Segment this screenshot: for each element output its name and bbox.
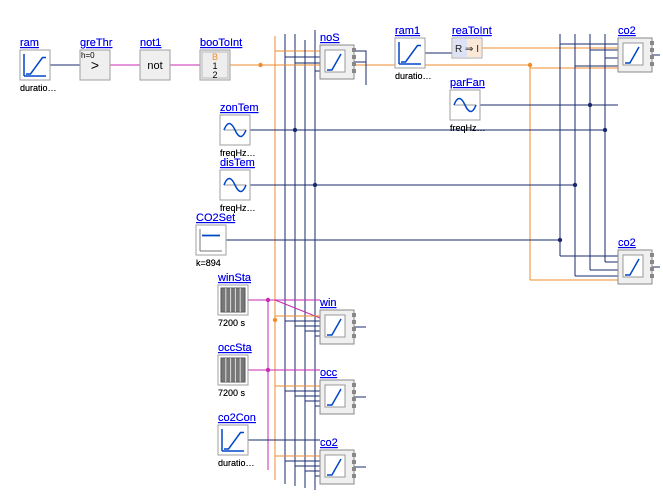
svg-text:parFan: parFan [450, 77, 485, 89]
block-co2Con [218, 425, 248, 455]
svg-text:co2: co2 [618, 25, 636, 37]
svg-text:ram1: ram1 [395, 25, 420, 37]
svg-text:occSta: occSta [218, 342, 253, 354]
svg-text:CO2Set: CO2Set [196, 212, 235, 224]
block-co2 [320, 450, 356, 484]
svg-text:greThr: greThr [80, 37, 113, 49]
svg-text:k=894: k=894 [196, 258, 221, 268]
svg-text:7200 s: 7200 s [218, 318, 246, 328]
svg-text:freqHz…: freqHz… [450, 123, 486, 133]
block-co2_B [618, 250, 654, 284]
block-parFan [450, 90, 480, 120]
block-win [320, 310, 356, 344]
svg-text:co2: co2 [618, 237, 636, 249]
svg-text:reaToInt: reaToInt [452, 25, 492, 37]
svg-text:winSta: winSta [217, 272, 252, 284]
block-ram1 [395, 38, 425, 68]
svg-text:7200 s: 7200 s [218, 388, 246, 398]
block-zonTem [220, 115, 250, 145]
block-co2_T [618, 38, 654, 72]
svg-text:h=0: h=0 [81, 51, 95, 60]
svg-text:win: win [319, 297, 337, 309]
block-occ [320, 380, 356, 414]
svg-text:not1: not1 [140, 37, 161, 49]
svg-text:ram: ram [20, 37, 39, 49]
svg-text:not: not [147, 60, 162, 72]
block-winSta [218, 285, 248, 315]
svg-text:booToInt: booToInt [200, 37, 242, 49]
block-occSta [218, 355, 248, 385]
svg-text:duratio…: duratio… [218, 458, 255, 468]
svg-text:duratio…: duratio… [395, 71, 432, 81]
svg-text:R ⇒ I: R ⇒ I [455, 44, 479, 55]
svg-text:disTem: disTem [220, 157, 255, 169]
wires [50, 30, 660, 490]
svg-text:co2Con: co2Con [218, 412, 256, 424]
block-ram [20, 50, 50, 80]
block-CO2Set [196, 225, 226, 255]
svg-text:duratio…: duratio… [20, 83, 57, 93]
svg-text:noS: noS [320, 32, 340, 44]
svg-text:co2: co2 [320, 437, 338, 449]
block-noS [320, 45, 356, 79]
svg-text:2: 2 [212, 70, 217, 80]
svg-text:zonTem: zonTem [220, 102, 259, 114]
svg-text:occ: occ [320, 367, 338, 379]
block-disTem [220, 170, 250, 200]
